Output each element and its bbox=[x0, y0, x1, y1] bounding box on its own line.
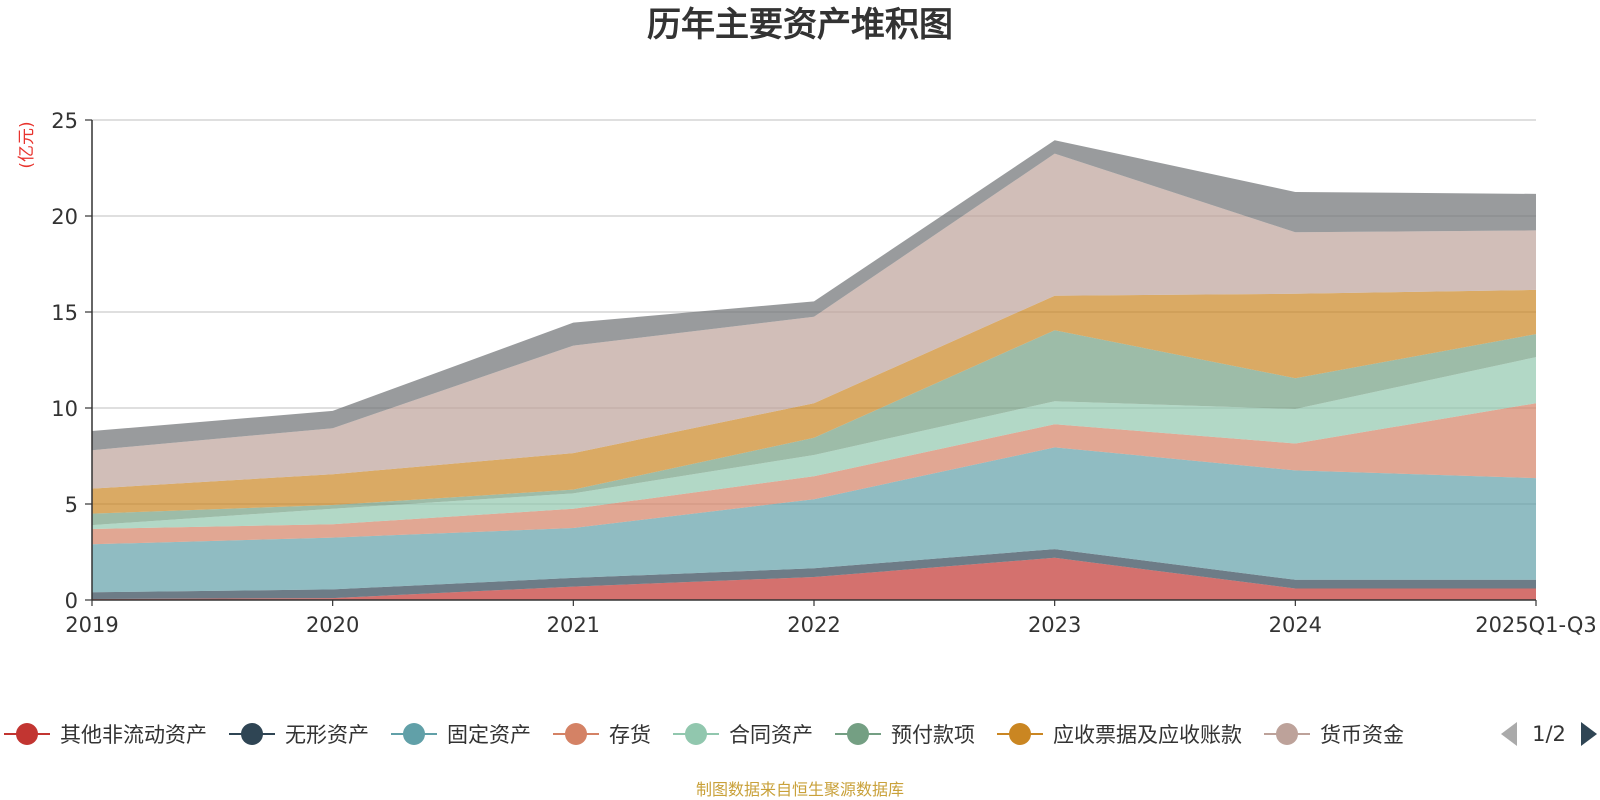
legend-label: 预付款项 bbox=[891, 723, 975, 747]
legend-item-3[interactable]: 存货 bbox=[553, 723, 651, 747]
legend-label: 货币资金 bbox=[1320, 723, 1404, 747]
x-tick-label: 2020 bbox=[306, 613, 359, 637]
x-tick-label: 2022 bbox=[787, 613, 840, 637]
legend-item-6[interactable]: 应收票据及应收账款 bbox=[997, 723, 1242, 747]
y-tick-label: 10 bbox=[51, 397, 78, 421]
legend-dot-icon bbox=[1276, 723, 1298, 745]
area-series-6 bbox=[92, 289, 1536, 514]
area-series-7 bbox=[92, 153, 1536, 489]
legend-item-7[interactable]: 货币资金 bbox=[1264, 723, 1404, 747]
legend-dot-icon bbox=[1009, 723, 1031, 745]
y-tick-label: 25 bbox=[51, 109, 78, 133]
area-series-5 bbox=[92, 330, 1536, 526]
legend-dot-icon bbox=[403, 723, 425, 745]
x-tick-label: 2021 bbox=[547, 613, 600, 637]
y-tick-label: 0 bbox=[65, 589, 78, 613]
legend-dot-icon bbox=[241, 723, 263, 745]
area-series-group bbox=[92, 140, 1536, 600]
legend-page-indicator: 1/2 bbox=[1532, 722, 1566, 746]
legend-label: 无形资产 bbox=[285, 723, 369, 747]
x-tick-label: 2024 bbox=[1269, 613, 1322, 637]
legend-dot-icon bbox=[16, 723, 38, 745]
legend-item-2[interactable]: 固定资产 bbox=[391, 723, 531, 747]
legend-label: 应收票据及应收账款 bbox=[1053, 723, 1242, 747]
area-series-2 bbox=[92, 447, 1536, 593]
x-tick-label: 2025Q1-Q3 bbox=[1475, 613, 1597, 637]
legend-item-4[interactable]: 合同资产 bbox=[673, 723, 813, 747]
legend-dot-icon bbox=[847, 723, 869, 745]
legend-prev-page-icon[interactable] bbox=[1501, 722, 1517, 746]
y-tick-label: 20 bbox=[51, 205, 78, 229]
legend-label: 合同资产 bbox=[729, 723, 813, 747]
legend-label: 存货 bbox=[609, 723, 651, 747]
y-axis-unit-label: (亿元) bbox=[17, 121, 37, 168]
legend-item-1[interactable]: 无形资产 bbox=[229, 723, 369, 747]
chart-title: 历年主要资产堆积图 bbox=[647, 5, 953, 45]
area-series-3 bbox=[92, 403, 1536, 545]
legend-next-page-icon[interactable] bbox=[1581, 722, 1597, 746]
legend-dot-icon bbox=[565, 723, 587, 745]
area-series-8 bbox=[92, 140, 1536, 451]
legend-label: 其他非流动资产 bbox=[60, 723, 207, 747]
x-tick-label: 2019 bbox=[65, 613, 118, 637]
legend-label: 固定资产 bbox=[447, 723, 531, 747]
area-series-0 bbox=[92, 557, 1536, 600]
area-series-1 bbox=[92, 549, 1536, 599]
x-tick-label: 2023 bbox=[1028, 613, 1081, 637]
legend-pager: 1/2 bbox=[1501, 722, 1597, 746]
legend: 其他非流动资产 无形资产 固定资产 存货 合同资产 预付款项 应收票据及应收账款 货币资金 bbox=[4, 723, 1404, 747]
legend-item-0[interactable]: 其他非流动资产 bbox=[4, 723, 207, 747]
y-tick-label: 15 bbox=[51, 301, 78, 325]
y-tick-label: 5 bbox=[65, 493, 78, 517]
data-source-note: 制图数据来自恒生聚源数据库 bbox=[696, 780, 904, 799]
legend-dot-icon bbox=[685, 723, 707, 745]
legend-item-5[interactable]: 预付款项 bbox=[835, 723, 975, 747]
axes: 0 5 10 15 20 25 2019 2020 2021 2022 2023 2024 2025Q1… bbox=[51, 109, 1597, 637]
